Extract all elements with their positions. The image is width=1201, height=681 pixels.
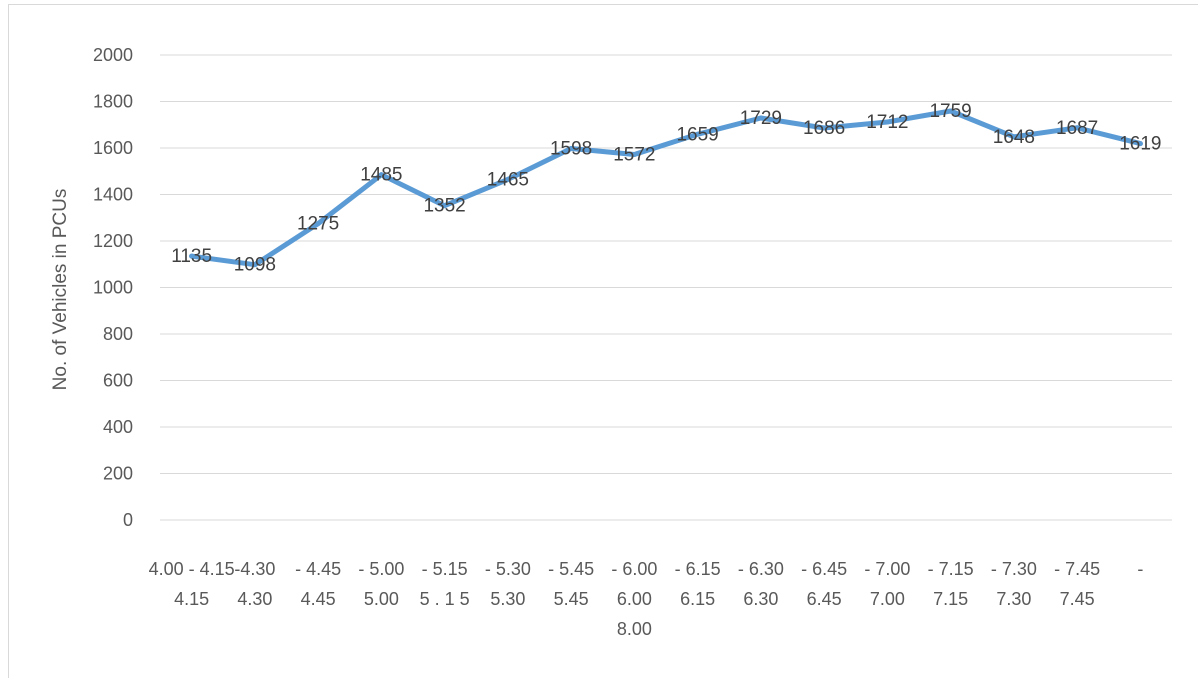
x-tick-label: 5 . 1 5 bbox=[420, 589, 470, 609]
data-point bbox=[758, 115, 764, 121]
data-label: 1648 bbox=[993, 127, 1035, 148]
y-tick-label: 1000 bbox=[93, 278, 133, 298]
data-point bbox=[189, 253, 195, 259]
x-tick-label: 7.00 bbox=[870, 589, 905, 609]
x-tick-label: - bbox=[1137, 559, 1143, 579]
data-point bbox=[821, 125, 827, 131]
data-point bbox=[1137, 141, 1143, 147]
data-point bbox=[505, 176, 511, 182]
y-tick-label: 1600 bbox=[93, 138, 133, 158]
data-label: 1659 bbox=[676, 124, 718, 145]
y-tick-label: 2000 bbox=[93, 45, 133, 65]
y-tick-label: 0 bbox=[123, 510, 133, 530]
x-tick-label: - 7.15 bbox=[928, 559, 974, 579]
data-label: 1619 bbox=[1119, 134, 1161, 155]
x-tick-label: - 5.30 bbox=[485, 559, 531, 579]
x-tick-label: 6.45 bbox=[807, 589, 842, 609]
x-tick-label: 4.30 bbox=[237, 589, 272, 609]
data-label: 1135 bbox=[171, 246, 212, 267]
y-tick-label: 1800 bbox=[93, 92, 133, 112]
data-point bbox=[442, 203, 448, 209]
data-label: 1729 bbox=[740, 108, 782, 129]
x-tick-label: - 4.45 bbox=[295, 559, 341, 579]
data-point bbox=[252, 262, 258, 268]
x-tick-label: - 5.15 bbox=[422, 559, 468, 579]
y-tick-label: 1400 bbox=[93, 185, 133, 205]
y-tick-label: 800 bbox=[103, 324, 133, 344]
data-label: 1352 bbox=[423, 196, 465, 217]
chart-frame bbox=[8, 4, 1198, 678]
y-axis-title: No. of Vehicles in PCUs bbox=[50, 189, 71, 391]
data-label: 1465 bbox=[487, 169, 529, 190]
data-label: 1686 bbox=[803, 118, 845, 139]
x-tick-label: - 6.00 bbox=[611, 559, 657, 579]
y-tick-label: 600 bbox=[103, 371, 133, 391]
x-tick-label: 7.30 bbox=[996, 589, 1031, 609]
data-point bbox=[1074, 125, 1080, 131]
x-tick-label: 4.00 - 4.15 bbox=[149, 559, 235, 579]
y-tick-label: 200 bbox=[103, 464, 133, 484]
data-label: 1275 bbox=[297, 214, 339, 235]
x-tick-label: 6.15 bbox=[680, 589, 715, 609]
data-point bbox=[1011, 134, 1017, 140]
data-label: 1572 bbox=[613, 145, 655, 166]
x-tick-label: 7.15 bbox=[933, 589, 968, 609]
x-tick-label: 8.00 bbox=[617, 619, 652, 639]
x-tick-label: - 5.00 bbox=[358, 559, 404, 579]
x-tick-label: - 6.30 bbox=[738, 559, 784, 579]
data-label: 1598 bbox=[550, 138, 592, 159]
x-tick-label: - 5.45 bbox=[548, 559, 594, 579]
x-tick-label: 6.00 bbox=[617, 589, 652, 609]
data-label: 1712 bbox=[866, 112, 908, 133]
data-point bbox=[315, 221, 321, 227]
x-tick-label: 5.00 bbox=[364, 589, 399, 609]
data-point bbox=[695, 131, 701, 137]
data-point bbox=[948, 108, 954, 114]
x-tick-label: - 7.00 bbox=[864, 559, 910, 579]
data-label: 1687 bbox=[1056, 118, 1098, 139]
x-tick-label: 4.45 bbox=[301, 589, 336, 609]
data-point bbox=[378, 172, 384, 178]
x-tick-label: 4.15 bbox=[174, 589, 209, 609]
data-point bbox=[884, 119, 890, 125]
x-tick-label: 7.45 bbox=[1060, 589, 1095, 609]
x-tick-label: - 7.45 bbox=[1054, 559, 1100, 579]
y-tick-label: 400 bbox=[103, 417, 133, 437]
x-tick-label: -4.30 bbox=[234, 559, 275, 579]
x-tick-label: - 7.30 bbox=[991, 559, 1037, 579]
x-tick-label: 5.45 bbox=[554, 589, 589, 609]
data-label: 1759 bbox=[929, 101, 971, 122]
x-tick-label: - 6.15 bbox=[675, 559, 721, 579]
series-line bbox=[189, 108, 1143, 268]
data-label: 1098 bbox=[234, 255, 276, 276]
y-tick-label: 1200 bbox=[93, 231, 133, 251]
x-tick-label: 5.30 bbox=[490, 589, 525, 609]
data-label: 1485 bbox=[360, 165, 402, 186]
x-tick-label: - 6.45 bbox=[801, 559, 847, 579]
x-tick-label: 6.30 bbox=[743, 589, 778, 609]
data-point bbox=[568, 145, 574, 151]
data-point bbox=[631, 152, 637, 158]
